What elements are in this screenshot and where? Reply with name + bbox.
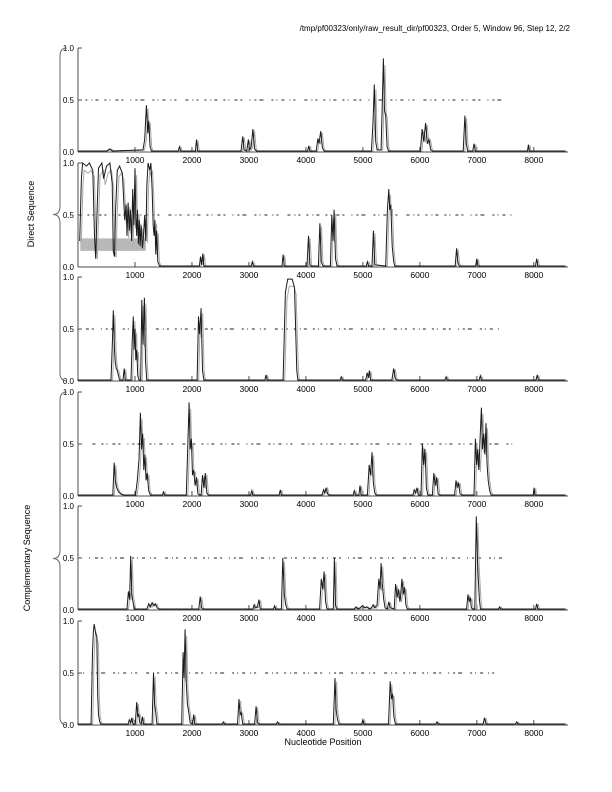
tick-label: 1000 xyxy=(126,728,145,738)
tick-label: 1000 xyxy=(126,270,145,280)
tick-label: 1000 xyxy=(126,155,145,165)
tick-label: 5000 xyxy=(353,613,372,623)
probability-curve xyxy=(78,624,566,725)
tick-label: 1.0 xyxy=(63,159,75,168)
tick-label: 3000 xyxy=(239,499,258,509)
tick-label: 6000 xyxy=(410,499,429,509)
sequence-panel: 0.0 0.5 1.0 1000 2000 3000 4000 5000 6000 7000 800… xyxy=(63,273,568,394)
tick-label: 6000 xyxy=(410,270,429,280)
tick-label: 2000 xyxy=(182,155,201,165)
tick-label: 7000 xyxy=(467,384,486,394)
tick-label: 8000 xyxy=(524,155,543,165)
tick-label: 2000 xyxy=(182,384,201,394)
tick-label: 7000 xyxy=(467,270,486,280)
tick-label: 6000 xyxy=(410,155,429,165)
tick-label: 8000 xyxy=(524,384,543,394)
sequence-panel: 0.0 0.5 1.0 1000 2000 3000 4000 5000 6000 7000 800… xyxy=(63,44,568,165)
tick-label: 0.0 xyxy=(63,263,75,272)
probability-curve-secondary xyxy=(79,285,567,381)
tick-label: 4000 xyxy=(296,384,315,394)
tick-label: 2000 xyxy=(182,270,201,280)
tick-label: 6000 xyxy=(410,613,429,623)
tick-label: 0.5 xyxy=(63,211,75,220)
probability-curve xyxy=(79,161,566,267)
probability-curve xyxy=(78,402,566,496)
tick-label: 5000 xyxy=(353,728,372,738)
tick-label: 0.5 xyxy=(63,669,75,678)
x-axis-label: Nucleotide Position xyxy=(284,737,362,747)
tick-label: 0.0 xyxy=(63,148,75,157)
probability-curve-secondary xyxy=(79,408,567,496)
tick-label: 3000 xyxy=(239,384,258,394)
probability-curve xyxy=(78,278,566,381)
tick-label: 0.5 xyxy=(63,96,75,105)
tick-label: 8000 xyxy=(524,613,543,623)
tick-label: 0.5 xyxy=(63,325,75,334)
tick-label: 7000 xyxy=(467,613,486,623)
tick-label: 3000 xyxy=(239,728,258,738)
tick-label: 5000 xyxy=(353,155,372,165)
tick-label: 7000 xyxy=(467,499,486,509)
complementary-sequence-brace xyxy=(52,391,68,726)
sequence-panel: 0.0 0.5 1.0 1000 2000 3000 4000 5000 6000 7000 800… xyxy=(63,388,568,509)
tick-label: 0.0 xyxy=(63,721,75,730)
tick-label: 3000 xyxy=(239,155,258,165)
probability-curve xyxy=(78,516,566,610)
plot-title: /tmp/pf00323/only/raw_result_dir/pf00323… xyxy=(299,24,570,33)
tick-label: 2000 xyxy=(182,728,201,738)
sequence-panel: 0.0 0.5 1.0 1000 2000 3000 4000 5000 6000 7000 800… xyxy=(63,617,568,738)
tick-label: 1000 xyxy=(126,613,145,623)
sequence-panel: 0.0 0.5 1.0 1000 2000 3000 4000 5000 6000 7000 800… xyxy=(63,502,568,623)
tick-label: 1.0 xyxy=(63,273,75,282)
tick-label: 1000 xyxy=(126,384,145,394)
tick-label: 4000 xyxy=(296,728,315,738)
tick-label: 7000 xyxy=(467,728,486,738)
tick-label: 8000 xyxy=(524,728,543,738)
tick-label: 4000 xyxy=(296,270,315,280)
tick-label: 5000 xyxy=(353,384,372,394)
tick-label: 8000 xyxy=(524,499,543,509)
tick-label: 5000 xyxy=(353,499,372,509)
direct-sequence-label: Direct Sequence xyxy=(26,180,36,248)
tick-label: 0.0 xyxy=(63,492,75,501)
tick-label: 2000 xyxy=(182,613,201,623)
tick-label: 1.0 xyxy=(63,44,75,53)
tick-label: 1000 xyxy=(126,499,145,509)
tick-label: 5000 xyxy=(353,270,372,280)
probability-curve-secondary xyxy=(80,168,567,267)
probability-curve xyxy=(78,58,566,152)
tick-label: 1.0 xyxy=(63,388,75,397)
tick-label: 1.0 xyxy=(63,617,75,626)
tick-label: 7000 xyxy=(467,155,486,165)
complementary-sequence-label: Complementary Sequence xyxy=(22,504,32,612)
direct-sequence-brace xyxy=(52,47,68,382)
tick-label: 0.0 xyxy=(63,606,75,615)
tick-label: 6000 xyxy=(410,384,429,394)
tick-label: 0.5 xyxy=(63,440,75,449)
tick-label: 3000 xyxy=(239,270,258,280)
tick-label: 4000 xyxy=(296,613,315,623)
tick-label: 3000 xyxy=(239,613,258,623)
sequence-panel: 0.0 0.5 1.0 1000 2000 3000 4000 5000 6000 7000 800… xyxy=(63,159,568,280)
tick-label: 6000 xyxy=(410,728,429,738)
tick-label: 2000 xyxy=(182,499,201,509)
tick-label: 0.5 xyxy=(63,554,75,563)
tick-label: 1.0 xyxy=(63,502,75,511)
tick-label: 4000 xyxy=(296,499,315,509)
tick-label: 8000 xyxy=(524,270,543,280)
tick-label: 0.0 xyxy=(63,377,75,386)
tick-label: 4000 xyxy=(296,155,315,165)
